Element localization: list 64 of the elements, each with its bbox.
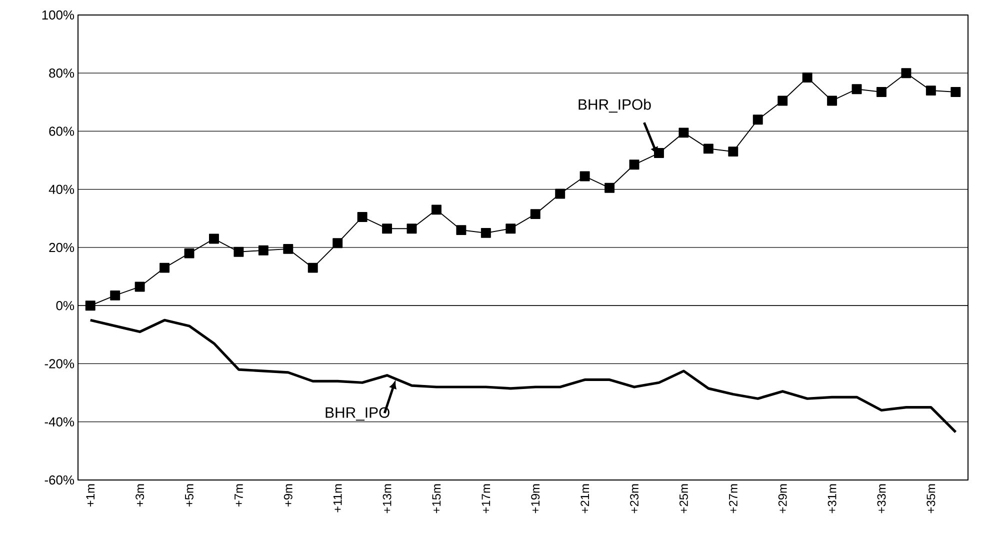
- y-tick-label: -20%: [44, 359, 74, 368]
- x-tick-label: +7m: [234, 484, 243, 507]
- point: [258, 245, 268, 256]
- x-tick-label: +25m: [679, 484, 688, 514]
- x-tick-label: +15m: [432, 484, 441, 514]
- y-tick-label: 40%: [48, 184, 74, 194]
- annotation: BHR_IPOb: [578, 98, 651, 113]
- point: [604, 182, 615, 193]
- y-tick-label: 0%: [56, 301, 74, 310]
- x-tick-label: +19m: [531, 484, 540, 514]
- x-tick-label: +33m: [877, 484, 886, 514]
- point: [480, 228, 491, 238]
- y-tick-label: 20%: [49, 242, 74, 252]
- point: [827, 96, 838, 106]
- point: [110, 290, 120, 300]
- point: [852, 84, 862, 94]
- point: [234, 246, 244, 257]
- point: [283, 244, 294, 254]
- point: [728, 146, 738, 157]
- point: [406, 224, 417, 234]
- x-tick-label: +5m: [185, 484, 194, 507]
- point: [184, 248, 194, 258]
- x-tick-label: +23m: [630, 484, 638, 514]
- point: [456, 225, 466, 236]
- point: [85, 300, 96, 311]
- x-tick-label: +31m: [828, 484, 836, 514]
- x-tick-label: +29m: [778, 484, 787, 514]
- point: [555, 188, 566, 199]
- x-tick-label: +35m: [926, 484, 936, 514]
- point: [876, 87, 886, 97]
- point: [752, 114, 763, 125]
- point: [432, 204, 442, 215]
- point: [530, 209, 540, 220]
- x-tick-label: +27m: [728, 484, 738, 514]
- x-tick-label: +3m: [136, 484, 144, 507]
- point: [357, 212, 368, 222]
- point: [901, 68, 912, 78]
- point: [308, 262, 318, 273]
- point: [629, 160, 640, 170]
- point: [160, 262, 170, 273]
- point: [580, 171, 590, 182]
- point: [802, 72, 812, 82]
- point: [950, 87, 961, 97]
- x-tick-label: +21m: [580, 484, 589, 514]
- point: [134, 282, 145, 292]
- x-tick-label: +9m: [284, 484, 292, 507]
- y-tick-label: 60%: [49, 126, 74, 136]
- point: [778, 96, 788, 106]
- y-tick-label: -60%: [44, 475, 74, 485]
- x-tick-label: +1m: [86, 484, 94, 507]
- annotation: BHR_IPO: [326, 407, 390, 421]
- point: [382, 224, 392, 234]
- x-tick-label: +11m: [333, 484, 342, 512]
- x-tick-label: +13m: [382, 484, 392, 514]
- point: [703, 144, 714, 154]
- y-tick-label: 100%: [42, 10, 74, 20]
- point: [678, 128, 689, 138]
- point: [926, 86, 936, 96]
- point: [506, 224, 516, 234]
- point: [332, 238, 343, 248]
- x-tick-label: +17m: [482, 484, 490, 514]
- point: [209, 234, 219, 244]
- y-tick-label: -40%: [44, 417, 74, 426]
- y-tick-label: 80%: [49, 68, 74, 78]
